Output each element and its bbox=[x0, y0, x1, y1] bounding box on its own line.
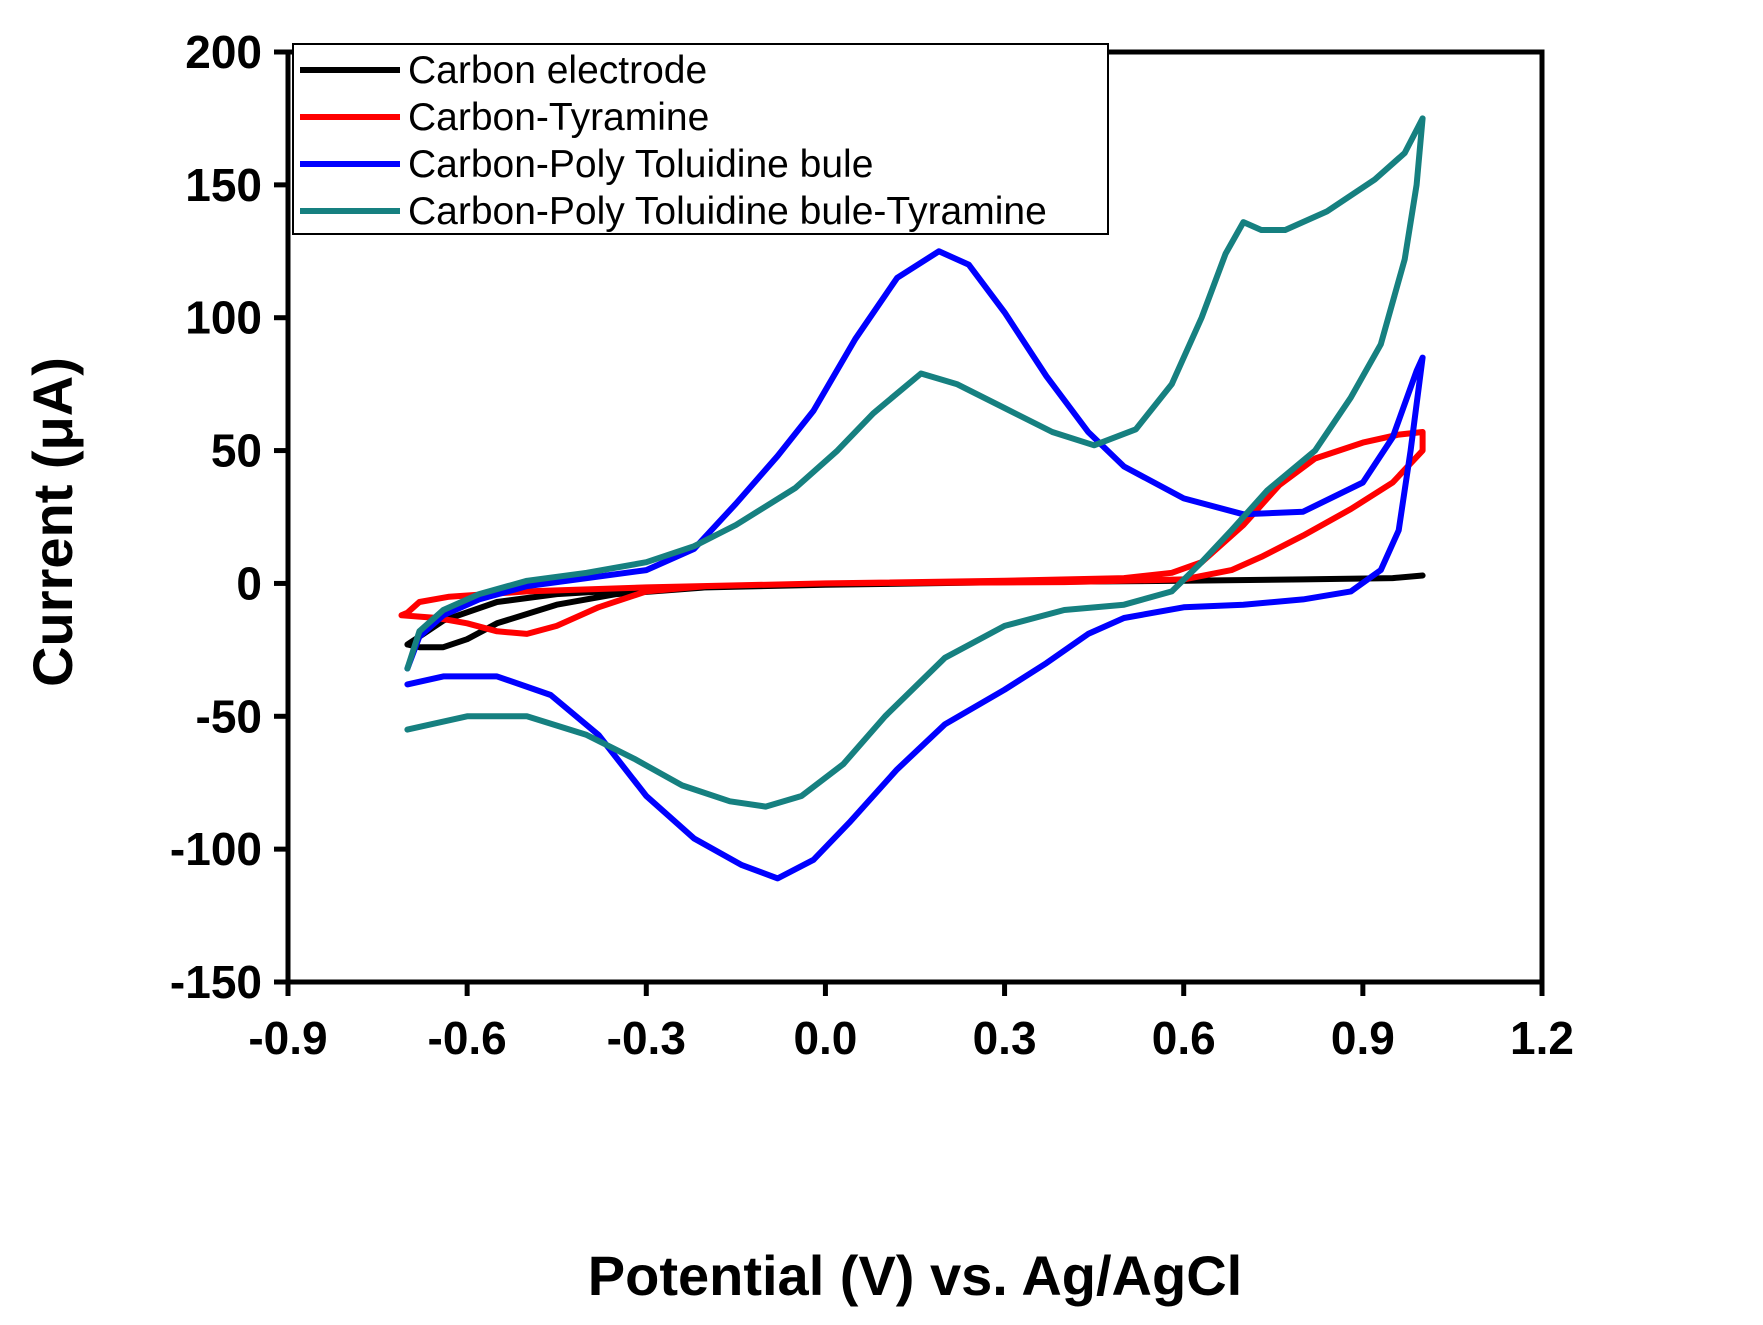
y-tick-label: 150 bbox=[185, 159, 262, 211]
legend-label: Carbon-Poly Toluidine bule bbox=[408, 143, 873, 186]
y-axis-title: Current (μA) bbox=[21, 357, 84, 687]
legend-label: Carbon-Tyramine bbox=[408, 96, 709, 139]
plot-curves bbox=[398, 115, 1426, 882]
x-tick-label: 0.9 bbox=[1331, 1012, 1395, 1064]
x-tick-label: -0.3 bbox=[607, 1012, 686, 1064]
series-line-1 bbox=[404, 572, 1426, 651]
legend-label: Carbon electrode bbox=[408, 49, 707, 92]
y-tick-label: -50 bbox=[196, 690, 262, 742]
y-tick-label: 0 bbox=[236, 557, 262, 609]
x-tick-label: 0.6 bbox=[1152, 1012, 1216, 1064]
x-tick-label: 0.0 bbox=[793, 1012, 857, 1064]
y-tick-label: -100 bbox=[170, 823, 262, 875]
legend-box bbox=[292, 43, 1109, 235]
series-line-2 bbox=[398, 429, 1426, 637]
x-tick-label: 1.2 bbox=[1510, 1012, 1574, 1064]
series-line-3 bbox=[404, 248, 1426, 882]
x-tick-label: -0.9 bbox=[248, 1012, 327, 1064]
x-tick-label: 0.3 bbox=[973, 1012, 1037, 1064]
series-line-4 bbox=[404, 115, 1426, 810]
x-tick-label: -0.6 bbox=[428, 1012, 507, 1064]
axis-ticks: -0.9 -0.6 -0.3 0.0 0.3 0.6 0.9 1.2 200 150 100 50 0 -… bbox=[170, 26, 1574, 1064]
y-tick-label: -150 bbox=[170, 956, 262, 1008]
y-tick-label: 200 bbox=[185, 26, 262, 78]
y-tick-label: 50 bbox=[211, 425, 262, 477]
y-tick-label: 100 bbox=[185, 292, 262, 344]
x-axis-title: Potential (V) vs. Ag/AgCl bbox=[588, 1244, 1242, 1307]
legend: Carbon electrodeCarbon-TyramineCarbon-Po… bbox=[292, 43, 1109, 235]
legend-label: Carbon-Poly Toluidine bule-Tyramine bbox=[408, 190, 1047, 233]
